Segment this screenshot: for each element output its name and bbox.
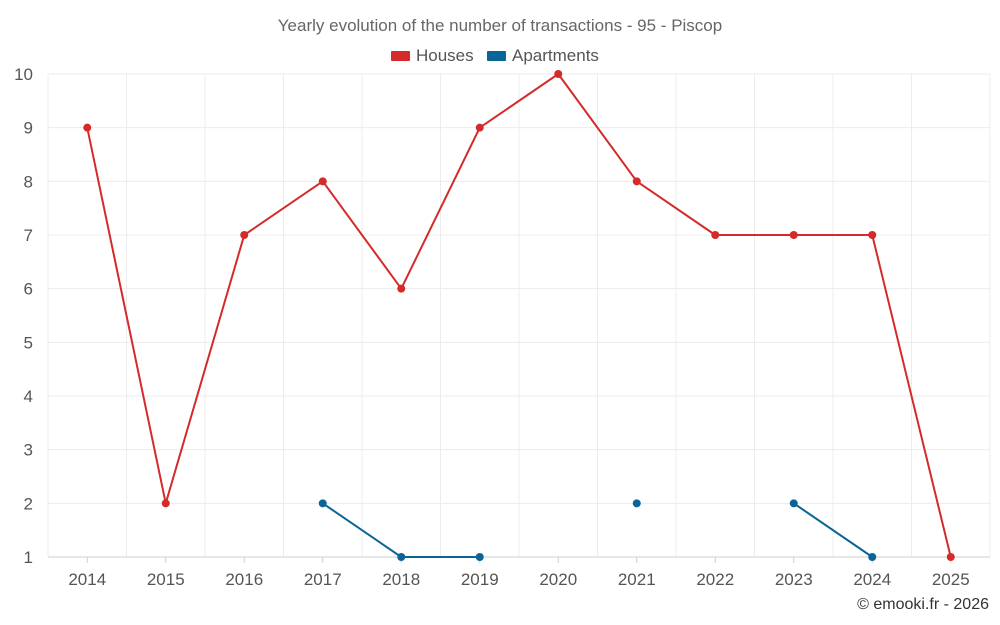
y-tick-label: 2 (24, 494, 33, 513)
data-point-houses-2020[interactable] (554, 70, 563, 78)
x-axis: 2014 2015 2016 2017 2018 2019 2020 2021 2022 2023… (48, 556, 990, 589)
series-houses (83, 70, 955, 561)
legend-item-houses[interactable]: Houses (391, 46, 474, 65)
data-point-apartments-2023[interactable] (789, 499, 798, 508)
data-point-apartments-2018[interactable] (397, 553, 406, 561)
x-tick-label: 2015 (147, 570, 185, 589)
series-line-houses (86, 73, 952, 558)
legend-swatch-houses (391, 51, 410, 61)
grid (47, 73, 991, 558)
x-tick-label: 2020 (539, 570, 577, 589)
data-point-houses-2019[interactable] (475, 123, 484, 132)
data-point-houses-2018[interactable] (397, 284, 406, 293)
y-tick-label: 5 (24, 333, 33, 352)
x-tick-label: 2024 (853, 570, 891, 589)
y-axis: 1 2 3 4 5 6 7 8 9 10 (14, 65, 33, 567)
legend-label-apartments: Apartments (512, 46, 599, 65)
y-tick-label: 9 (24, 119, 33, 138)
y-tick-label: 4 (24, 387, 33, 406)
data-point-houses-2016[interactable] (240, 231, 249, 239)
x-tick-label: 2022 (696, 570, 734, 589)
data-point-houses-2017[interactable] (318, 177, 327, 186)
data-point-houses-2022[interactable] (711, 231, 720, 239)
x-tick-label: 2017 (304, 570, 342, 589)
data-point-apartments-2024[interactable] (868, 553, 877, 561)
data-point-houses-2015[interactable] (161, 499, 170, 508)
x-tick-label: 2021 (618, 570, 656, 589)
y-tick-label: 7 (24, 226, 33, 245)
data-point-houses-2021[interactable] (632, 177, 641, 186)
chart-title: Yearly evolution of the number of transa… (278, 16, 722, 35)
y-tick-label: 3 (24, 441, 33, 460)
legend-label-houses: Houses (416, 46, 474, 65)
data-point-apartments-2021[interactable] (632, 499, 641, 508)
y-tick-label: 1 (24, 548, 33, 567)
data-point-apartments-2017[interactable] (318, 499, 327, 508)
data-point-houses-2024[interactable] (868, 231, 877, 239)
series-line-apartments (322, 502, 480, 558)
legend-swatch-apartments (487, 51, 506, 61)
x-tick-label: 2014 (68, 570, 106, 589)
series (83, 70, 955, 561)
series-apartments (318, 499, 877, 561)
x-tick-label: 2023 (775, 570, 813, 589)
data-point-apartments-2019[interactable] (475, 553, 484, 561)
y-tick-label: 8 (24, 172, 33, 191)
data-point-houses-2023[interactable] (789, 231, 798, 239)
credit-text: © emooki.fr - 2026 (857, 596, 989, 613)
x-tick-label: 2016 (225, 570, 263, 589)
legend[interactable]: Houses Apartments (391, 46, 599, 65)
x-tick-label: 2019 (461, 570, 499, 589)
data-point-houses-2014[interactable] (83, 123, 92, 132)
data-point-houses-2025[interactable] (946, 553, 955, 561)
x-tick-label: 2025 (932, 570, 970, 589)
series-line-apartments (793, 502, 873, 558)
legend-item-apartments[interactable]: Apartments (487, 46, 599, 65)
y-tick-label: 6 (24, 280, 33, 299)
x-tick-label: 2018 (382, 570, 420, 589)
y-tick-label: 10 (14, 65, 33, 84)
